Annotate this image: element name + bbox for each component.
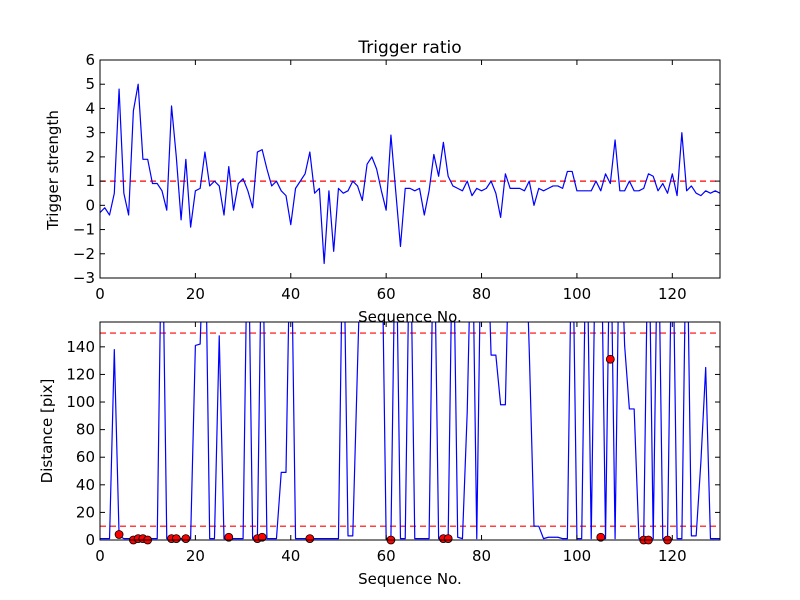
- x-tick-label: 120: [658, 285, 687, 303]
- trigger-ratio-chart: Trigger ratio 0 20 40 60 80 100 120 −3 −2 −1 0 1 2 3 4…: [44, 38, 721, 326]
- x-tick-label: 100: [563, 547, 592, 565]
- event-marker: [605, 354, 615, 364]
- y-tick-label: 0: [85, 531, 95, 549]
- series-line: [100, 322, 720, 540]
- y-tick-label: −3: [73, 269, 95, 287]
- event-marker: [171, 534, 181, 544]
- y-tick-label: 120: [66, 365, 95, 383]
- y-tick-label: −1: [73, 221, 95, 239]
- y-tick-label: 4: [85, 99, 95, 117]
- event-marker: [257, 532, 267, 542]
- event-marker: [596, 532, 606, 542]
- chart-title: Trigger ratio: [357, 38, 461, 58]
- x-tick-label: 40: [281, 547, 300, 565]
- x-tick-label: 100: [563, 285, 592, 303]
- plot-clip-group: [100, 322, 720, 540]
- y-tick-label: 1: [85, 172, 95, 190]
- x-tick-label: 0: [95, 285, 105, 303]
- plot-area-content: [100, 83, 720, 265]
- x-tick-label: 80: [472, 547, 491, 565]
- x-tick-label: 0: [95, 547, 105, 565]
- y-tick-label: 0: [85, 196, 95, 214]
- event-marker: [114, 530, 124, 539]
- x-tick-label: 20: [186, 285, 205, 303]
- event-marker: [181, 534, 191, 544]
- plot-area-content: [100, 322, 720, 545]
- x-axis-label: Sequence No.: [358, 570, 462, 588]
- x-tick-label: 60: [377, 547, 396, 565]
- event-marker: [224, 532, 234, 542]
- x-tick-label: 40: [281, 285, 300, 303]
- event-marker: [305, 534, 315, 544]
- x-tick-label: 80: [472, 285, 491, 303]
- y-tick-label: 5: [85, 75, 95, 93]
- plot-frame: [99, 321, 721, 541]
- x-tick-label: 60: [377, 285, 396, 303]
- axis-ticks: 0 20 40 60 80 100 120 −3 −2 −1 0 1 2 3 4 5 6: [73, 51, 720, 303]
- y-tick-label: 20: [76, 503, 95, 521]
- distance-chart: 0 20 40 60 80 100 120 0 20 40 60 80 100 120 140 Sequen…: [38, 321, 721, 588]
- y-tick-label: 100: [66, 393, 95, 411]
- y-tick-label: 80: [76, 421, 95, 439]
- y-tick-label: 140: [66, 338, 95, 356]
- x-tick-label: 120: [658, 547, 687, 565]
- series-line: [100, 83, 720, 265]
- y-tick-label: 3: [85, 124, 95, 142]
- plot-frame: [99, 59, 721, 279]
- x-axis-label: Sequence No.: [358, 308, 462, 326]
- y-axis-label: Distance [pix]: [38, 379, 56, 484]
- y-tick-label: 6: [85, 51, 95, 69]
- x-tick-label: 20: [186, 547, 205, 565]
- event-marker: [443, 534, 453, 544]
- y-tick-label: 60: [76, 448, 95, 466]
- y-tick-label: 2: [85, 148, 95, 166]
- axis-ticks: 0 20 40 60 80 100 120 0 20 40 60 80 100 120 140: [66, 322, 720, 565]
- y-tick-label: −2: [73, 245, 95, 263]
- plot-clip-group: [100, 83, 720, 265]
- y-axis-label: Trigger strength: [44, 110, 62, 231]
- y-tick-label: 40: [76, 476, 95, 494]
